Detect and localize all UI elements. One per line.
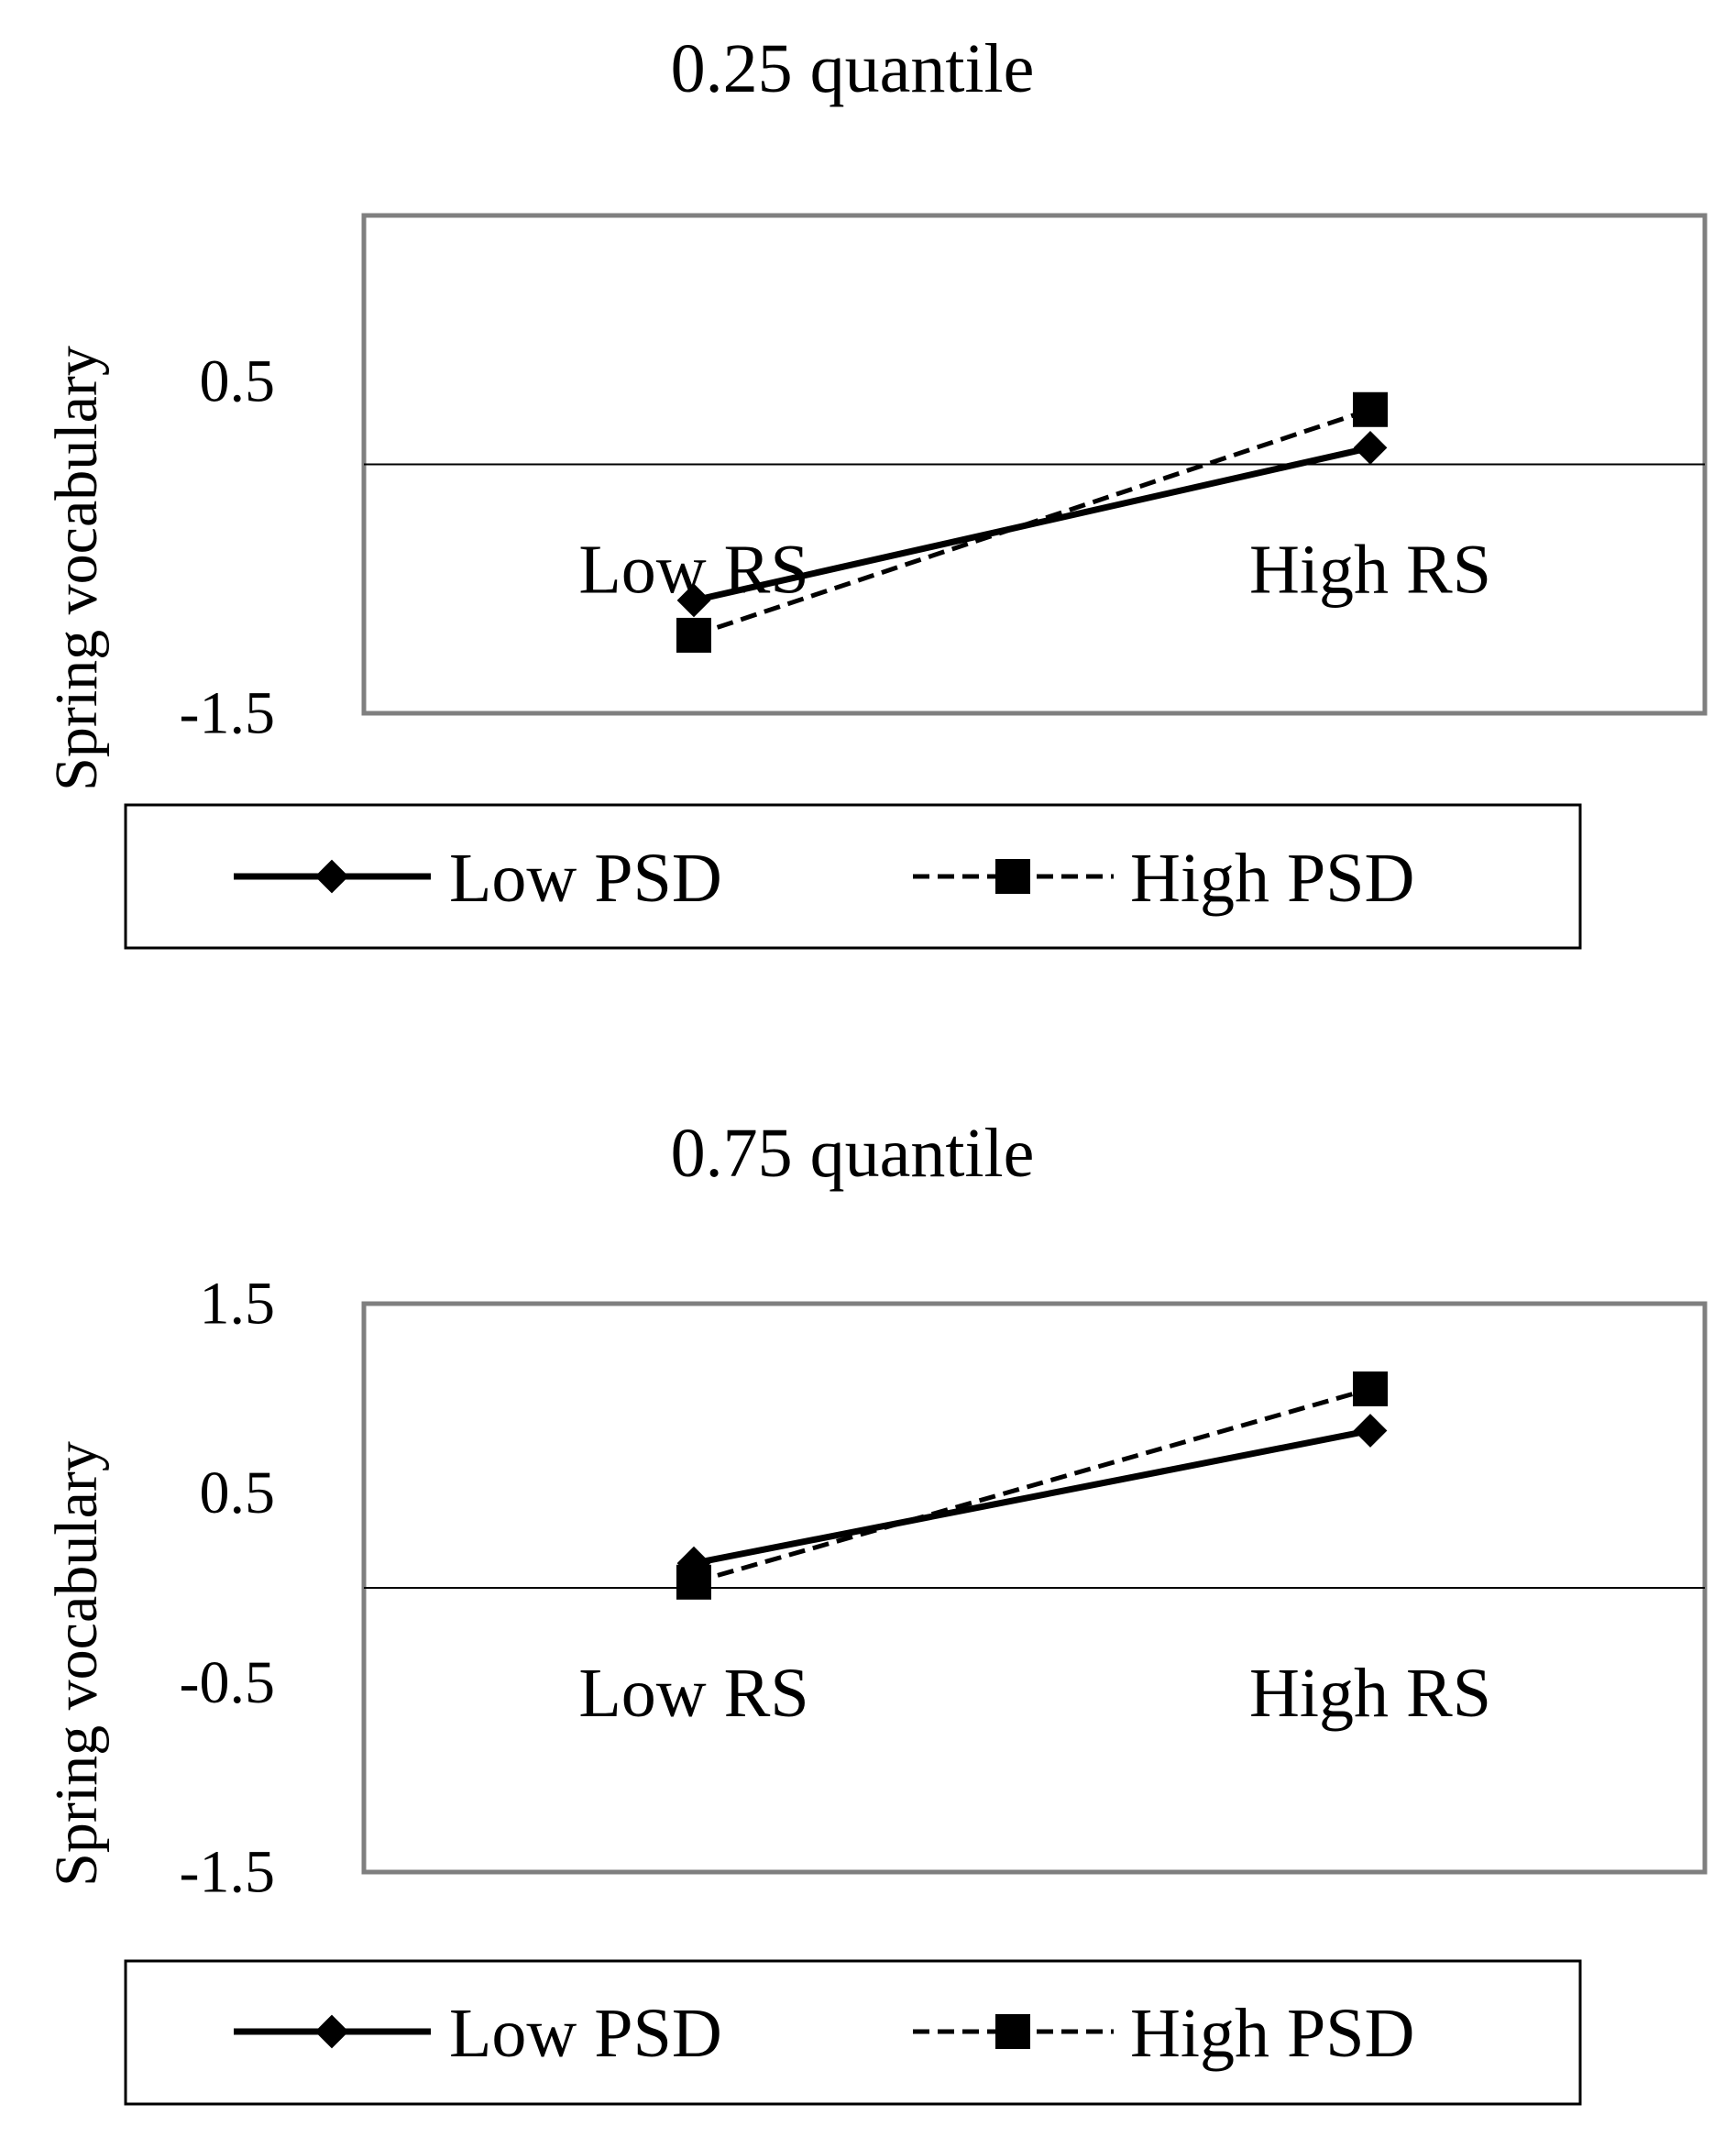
chart-2-legend: Low PSD High PSD [124, 1959, 1582, 2106]
chart-2-legend-diamond-icon [314, 2014, 349, 2049]
chart-1: 0.25 quantile Spring vocabulary 0.5 -1.5… [43, 30, 1708, 950]
chart-2-y-tick-label: -1.5 [180, 1839, 275, 1906]
chart-2-y-tick-label: 0.5 [200, 1460, 276, 1526]
chart-2-x-category-label: High RS [1249, 1655, 1491, 1732]
chart-1-legend-square-icon [995, 859, 1030, 894]
chart-1-high-psd-point [676, 617, 711, 653]
chart-2: 0.75 quantile Spring vocabulary 1.5 0.5 … [43, 1115, 1708, 2106]
chart-2-high-psd-line [693, 1386, 1371, 1585]
chart-1-y-tick-label: 0.5 [200, 348, 276, 415]
chart-1-x-category-label: High RS [1249, 532, 1491, 609]
chart-1-legend: Low PSD High PSD [124, 803, 1582, 950]
chart-2-y-axis-label: Spring vocabulary [43, 1441, 110, 1887]
chart-2-low-psd-point [1353, 1414, 1388, 1448]
chart-2-x-category-label: Low RS [578, 1655, 808, 1732]
chart-2-high-psd-point [1353, 1371, 1388, 1406]
chart-1-title: 0.25 quantile [671, 30, 1035, 107]
chart-1-legend-low-psd-label: Low PSD [449, 840, 722, 917]
chart-1-high-psd-point [1353, 391, 1388, 427]
chart-1-legend-diamond-icon [314, 859, 349, 894]
chart-1-legend-high-psd-label: High PSD [1130, 840, 1414, 917]
chart-2-title: 0.75 quantile [671, 1115, 1035, 1192]
chart-2-y-tick-label: 1.5 [200, 1271, 276, 1338]
chart-1-y-tick-label: -1.5 [180, 680, 275, 747]
chart-1-high-psd-line [693, 407, 1371, 638]
chart-2-high-psd-point [676, 1564, 711, 1600]
chart-1-low-psd-point [676, 583, 711, 618]
chart-2-legend-square-icon [995, 2014, 1030, 2049]
chart-2-low-psd-line [693, 1427, 1371, 1567]
chart-1-low-psd-point [1353, 431, 1388, 465]
chart-2-legend-high-psd-label: High PSD [1130, 1995, 1414, 2072]
chart-2-legend-low-psd-label: Low PSD [449, 1995, 722, 2072]
chart-2-y-tick-label: -0.5 [180, 1649, 275, 1716]
chart-1-y-axis-label: Spring vocabulary [43, 346, 110, 791]
